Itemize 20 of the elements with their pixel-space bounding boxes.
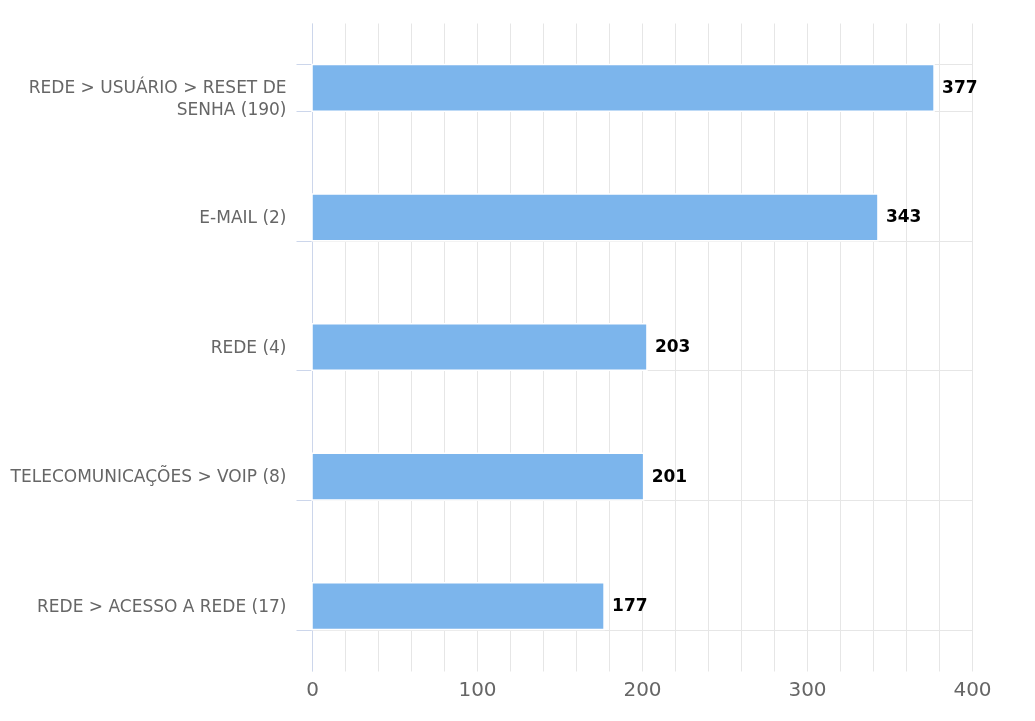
y-tick-label: REDE > USUÁRIO > RESET DE SENHA (190) xyxy=(28,76,287,120)
x-tick-label: 300 xyxy=(788,676,827,701)
y-tick-label: E-MAIL (2) xyxy=(199,206,287,227)
x-tick-label: 0 xyxy=(306,676,319,701)
bar xyxy=(311,452,645,501)
y-tick-label: REDE (4) xyxy=(210,336,287,357)
x-tick-label: 100 xyxy=(458,676,497,701)
data-label: 201 xyxy=(651,465,688,486)
y-tick-label: TELECOMUNICAÇÕES > VOIP (8) xyxy=(9,465,287,487)
bar xyxy=(311,63,935,112)
bar xyxy=(311,322,648,372)
data-label: 343 xyxy=(885,206,922,227)
bar xyxy=(311,193,879,242)
bar xyxy=(311,582,605,631)
x-tick-label: 200 xyxy=(623,676,662,701)
data-label: 177 xyxy=(612,595,648,616)
x-tick-label: 400 xyxy=(953,676,992,701)
data-label: 203 xyxy=(654,336,691,356)
y-tick-label: REDE > ACESSO A REDE (17) xyxy=(37,595,287,616)
data-label: 377 xyxy=(942,76,978,97)
